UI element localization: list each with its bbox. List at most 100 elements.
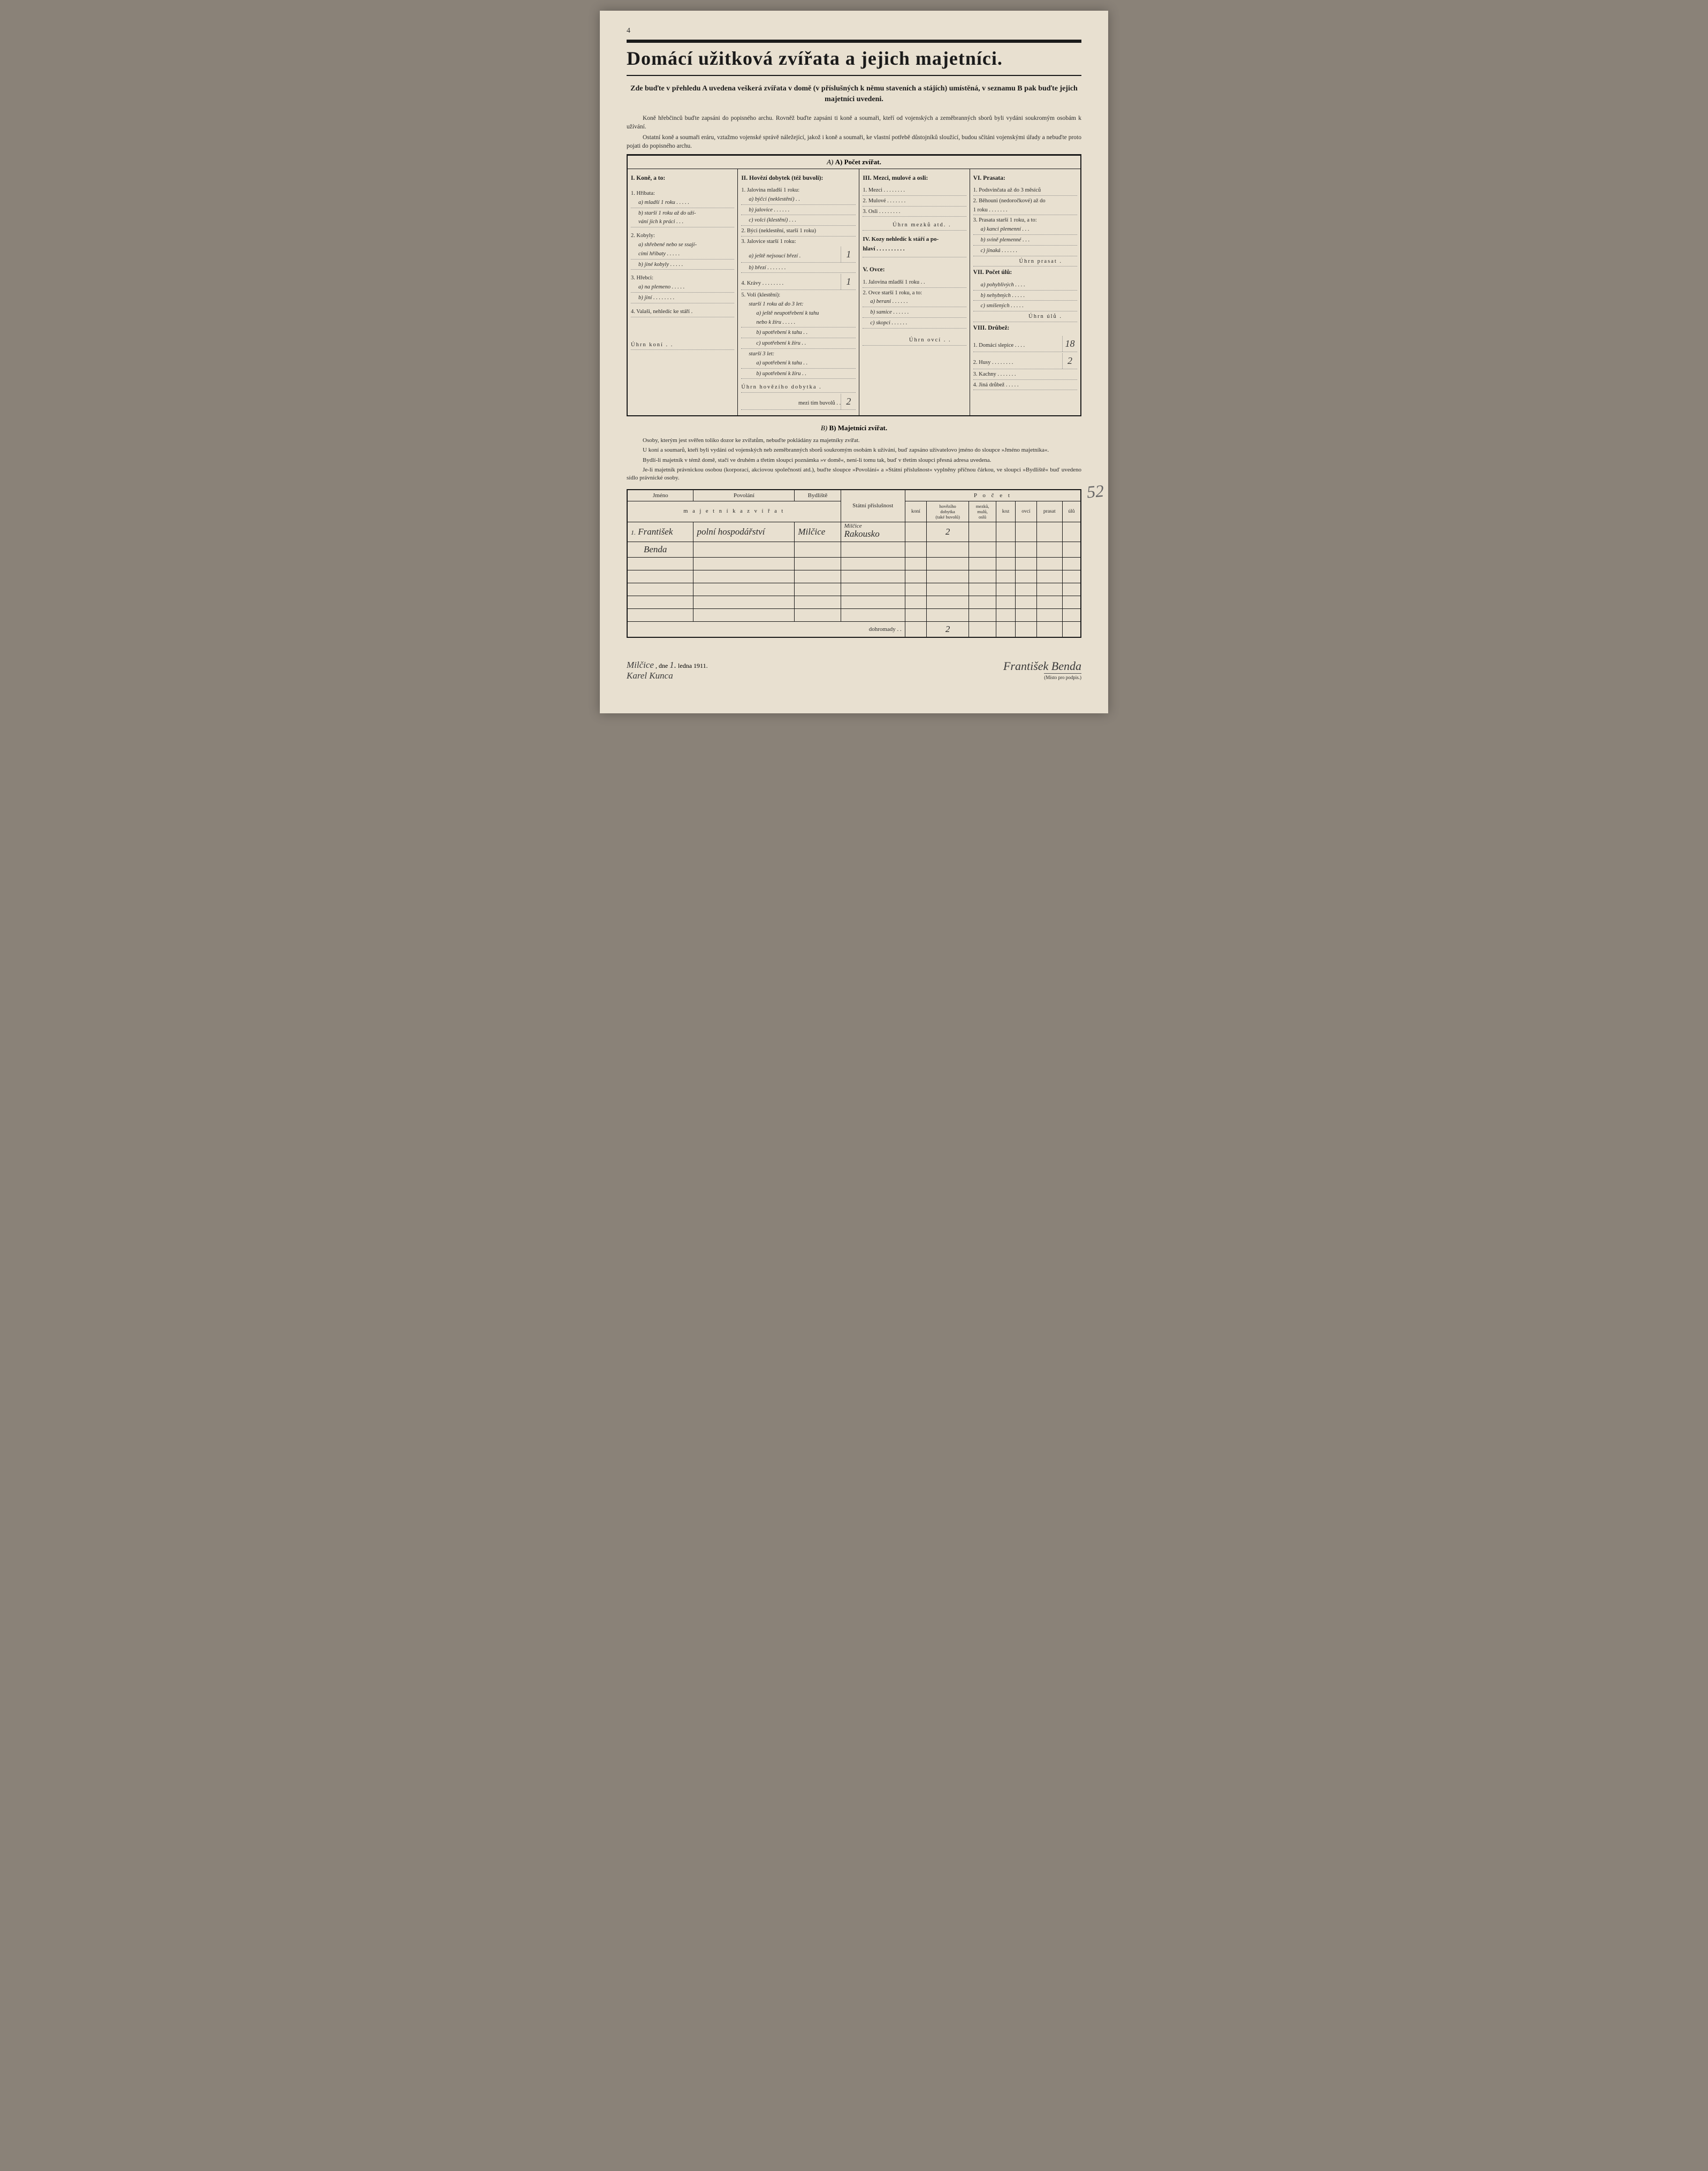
c3-r5: 2. Ovce starší 1 roku, a to: <box>863 289 966 298</box>
c4-r2: 2. Běhouni (nedoročkové) až do 1 roku . … <box>973 197 1062 215</box>
col1-head: I. Koně, a to: <box>631 173 734 183</box>
c4-r8: 4. Jiná drůbež . . . . . <box>973 381 1062 390</box>
section-a-title: A) A) Počet zvířat. <box>628 156 1080 169</box>
main-title: Domácí užitková zvířata a jejich majetní… <box>627 40 1081 76</box>
c4-r5-val: 18 <box>1062 336 1077 352</box>
sum-koni <box>905 621 926 637</box>
footer-date-rest: ledna 1911. <box>678 662 708 669</box>
sum-hov: 2 <box>927 621 969 637</box>
c4-r3c: c) jinaká . . . . . . <box>973 247 1062 256</box>
table-row: Benda <box>627 542 1081 557</box>
table-row: 1. František polní hospodářství Milčice … <box>627 522 1081 542</box>
c2-t2-val: 2 <box>841 394 856 409</box>
sec-b-p2: U koní a soumarů, kteří byli vydáni od v… <box>627 446 1081 454</box>
intro-paragraph-2: Ostatní koně a soumaři eráru, vztažmo vo… <box>627 133 1081 150</box>
c2-r5b: b) upotřebení k tahu . . <box>741 329 841 338</box>
row1-ulu <box>1062 522 1081 542</box>
c4-r5: 1. Domácí slepice . . . . <box>973 341 1062 351</box>
c2-r5d: a) upotřebení k tahu . . <box>741 359 841 368</box>
row1-mez <box>969 522 996 542</box>
c4-r3a: a) kanci plemenní . . . <box>973 225 1062 234</box>
c-hov: hovězího dobytka (také buvolů) <box>927 501 969 522</box>
table-row <box>627 608 1081 621</box>
col2-head: II. Hovězí dobytek (též buvoli): <box>741 173 856 183</box>
c2-r4-val: 1 <box>841 274 856 290</box>
c2-r5s: starší 1 roku až do 3 let: <box>741 300 856 309</box>
document-page: 4 Domácí užitková zvířata a jejich majet… <box>600 11 1108 713</box>
c-ulu: úlů <box>1062 501 1081 522</box>
c1-r1: 1. Hříbata: <box>631 189 734 199</box>
c4-r6-val: 2 <box>1062 353 1077 369</box>
c2-r5s2: starší 3 let: <box>741 350 856 359</box>
c1-r1b: b) starší 1 roku až do uží- vání jich k … <box>631 209 719 227</box>
subtitle: Zde buďte v přehledu A uvedena veškerá z… <box>627 83 1081 104</box>
c1-r2a: a) shřebené nebo se ssají- cími hříbaty … <box>631 241 719 259</box>
c2-r5a: a) ještě neupotřebení k tahu nebo k žíru… <box>741 309 841 327</box>
c2-r2: 2. Býci (neklestění, starší 1 roku) <box>741 227 841 236</box>
c2-t2: mezi tím buvolů . . <box>741 399 841 408</box>
c3-r2: 2. Mulové . . . . . . . <box>863 197 951 206</box>
col4-h1: VI. Prasata: <box>973 173 1077 183</box>
row1-hov: 2 <box>927 522 969 542</box>
section-a-box: A) A) Počet zvířat. I. Koně, a to: 1. Hř… <box>627 154 1081 416</box>
side-number: 52 <box>1086 481 1104 502</box>
dohromady-label: dohromady . . <box>627 621 905 637</box>
c4-r7: 3. Kachny . . . . . . . <box>973 370 1062 379</box>
c4-r4c: c) smíšených . . . . . <box>973 302 1062 311</box>
c1-r2: 2. Kobyly: <box>631 232 734 241</box>
sig-caption: (Místo pro podpis.) <box>1044 673 1081 680</box>
row1-jmeno2: Benda <box>627 542 693 557</box>
c-ovci: ovcí <box>1016 501 1037 522</box>
c2-r5e: b) upotřebení k žíru . . <box>741 370 841 379</box>
col3-h1: III. Mezci, mulové a osli: <box>863 173 966 183</box>
col4-h3: VIII. Drůbež: <box>973 323 1077 333</box>
c3-r5b: b) samice . . . . . . <box>863 308 951 317</box>
c2-r3a: a) ještě nejsoucí březí . <box>741 252 841 261</box>
c2-r3a-val: 1 <box>841 247 856 262</box>
c-koni: koní <box>905 501 926 522</box>
hdr-povolani: Povolání <box>693 490 795 501</box>
table-row <box>627 583 1081 596</box>
sum-koz <box>996 621 1016 637</box>
sum-ovci <box>1016 621 1037 637</box>
footer-witness: Karel Kunca <box>627 671 673 681</box>
sum-ulu <box>1062 621 1081 637</box>
c2-r1: 1. Jalovina mladší 1 roku: <box>741 186 856 195</box>
section-b-title: B) B) Majetníci zvířat. <box>627 424 1081 432</box>
footer-signature: František Benda <box>1003 659 1081 673</box>
c4-r4b: b) nehybných . . . . . <box>973 292 1062 301</box>
row1-koz <box>996 522 1016 542</box>
c1-r3: 3. Hřebci: <box>631 274 734 283</box>
c1-r3a: a) na plemeno . . . . . <box>631 283 719 292</box>
c3-r5c: c) skopci . . . . . . <box>863 319 951 328</box>
col-mules-goats-sheep: III. Mezci, mulové a osli: 1. Mezci . . … <box>859 169 970 415</box>
col-horses: I. Koně, a to: 1. Hříbata: a) mladší 1 r… <box>628 169 738 415</box>
c4-r4a: a) pohyblivých . . . . <box>973 281 1062 290</box>
row1-ovci <box>1016 522 1037 542</box>
sum-prasat <box>1036 621 1062 637</box>
sec-b-p3: Bydlí-li majetník v témž domě, stačí ve … <box>627 456 1081 464</box>
footer-place: Milčice <box>627 660 654 670</box>
sum-mez <box>969 621 996 637</box>
c1-r3b: b) jiní . . . . . . . . <box>631 294 719 303</box>
animal-grid: I. Koně, a to: 1. Hříbata: a) mladší 1 r… <box>628 169 1080 415</box>
footer-date-pre: , dne <box>655 662 668 669</box>
row1-byd: Milčice <box>795 522 841 542</box>
col3-h3: V. Ovce: <box>863 265 966 275</box>
footer-date-day: 1. <box>669 660 676 670</box>
c3-t1: Úhrn mezků atd. . <box>863 221 951 230</box>
row1-num: 1. <box>631 529 636 536</box>
table-row <box>627 557 1081 570</box>
c1-r4: 4. Valaši, nehledíc ke stáří . <box>631 308 719 317</box>
sec-b-p1: Osoby, kterým jest svěřen toliko dozor k… <box>627 437 1081 445</box>
c-koz: koz <box>996 501 1016 522</box>
page-number: 4 <box>627 27 1081 35</box>
c2-r1c: c) volci (klestění) . . . <box>741 216 841 225</box>
table-row <box>627 596 1081 608</box>
c4-r6: 2. Husy . . . . . . . . <box>973 359 1062 368</box>
hdr-pocet: P o č e t <box>905 490 1081 501</box>
table-row <box>627 570 1081 583</box>
c3-r4: 1. Jalovina mladší 1 roku . . <box>863 278 951 287</box>
sec-b-p4: Je-li majetník právnickou osobou (korpor… <box>627 466 1081 483</box>
c2-r3b: b) březí . . . . . . . <box>741 264 841 273</box>
